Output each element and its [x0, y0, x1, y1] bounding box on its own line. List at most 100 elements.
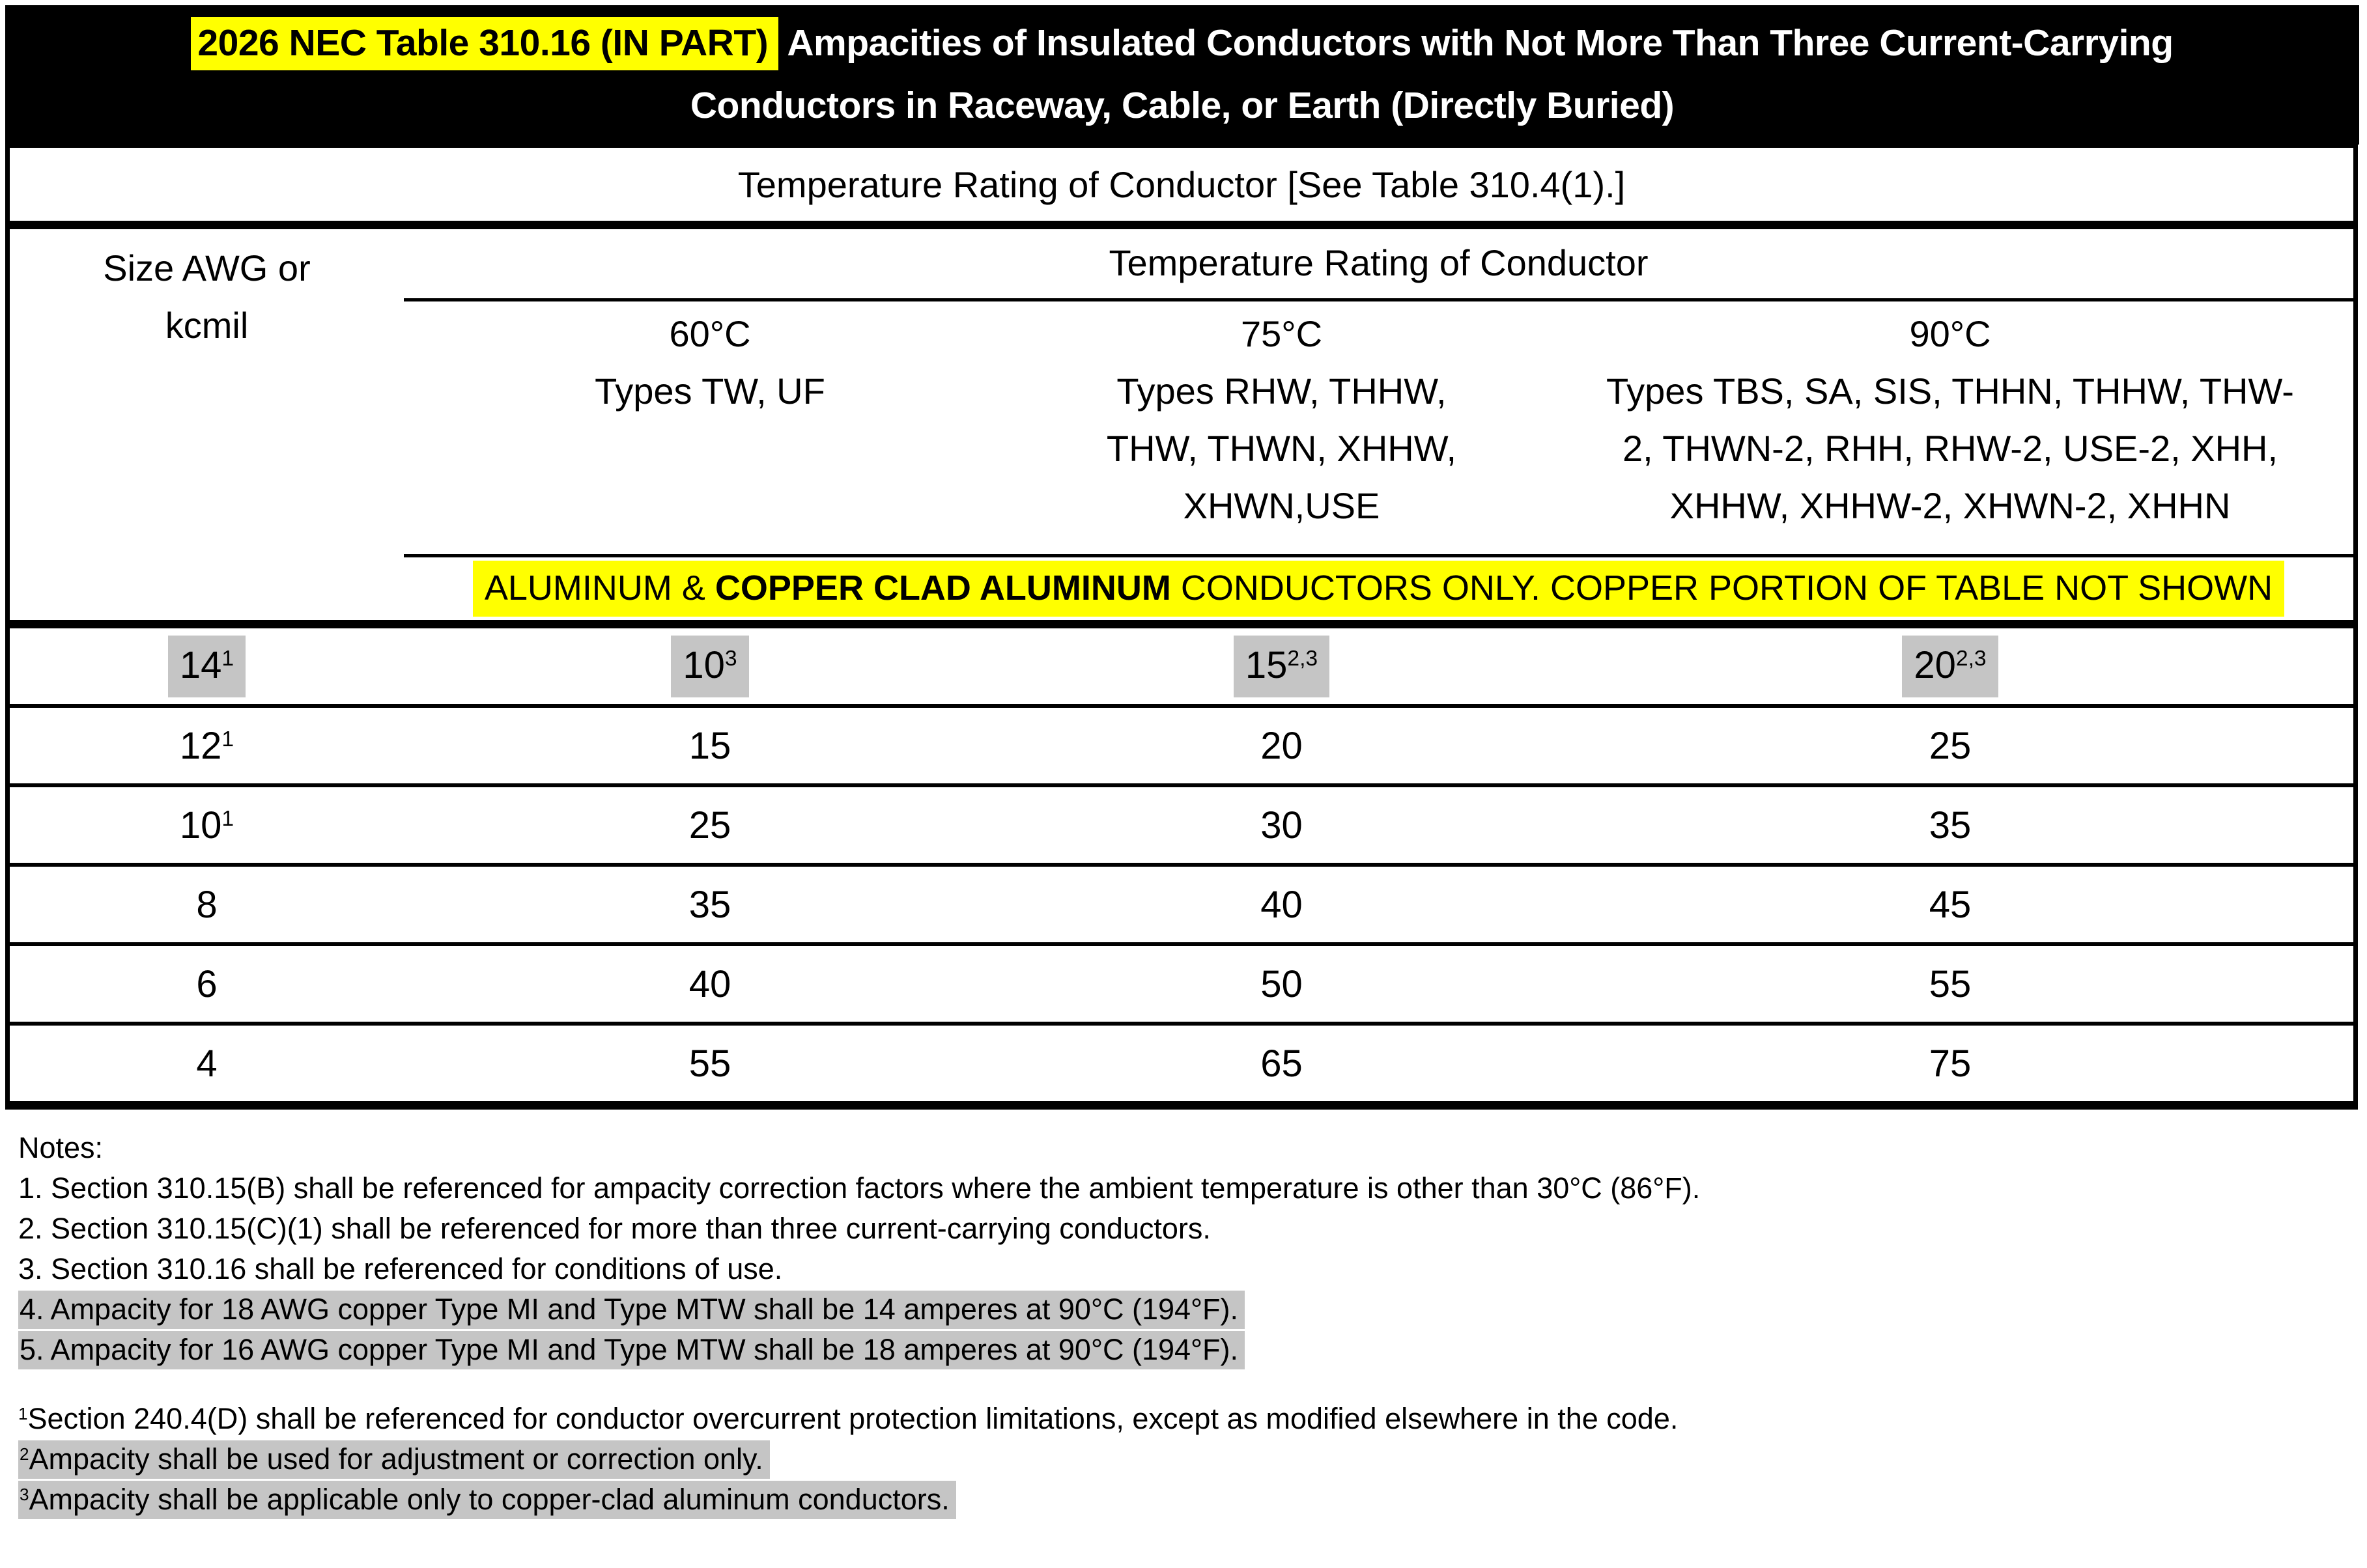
cell-value: 50 — [1260, 962, 1303, 1005]
cell-60c: 55 — [404, 1042, 1016, 1085]
cell-value: 10 — [179, 804, 222, 847]
cell-value: 45 — [1929, 883, 1972, 926]
cell-size: 6 — [10, 962, 404, 1006]
table-row-8: 8 35 40 45 — [10, 867, 2353, 946]
cell-superscript: 3 — [724, 647, 737, 671]
cell-75c: 40 — [1016, 883, 1547, 927]
ampacity-table: Temperature Rating of Conductor [See Tab… — [5, 145, 2358, 1110]
table-header-block: Size AWG or kcmil Temperature Rating of … — [10, 229, 2353, 628]
temp-label-75c: 75°C — [1240, 313, 1323, 354]
table-row-6: 6 40 50 55 — [10, 946, 2353, 1026]
size-header-line2: kcmil — [165, 305, 249, 346]
temp-rating-banner-row: Temperature Rating of Conductor [See Tab… — [10, 148, 2353, 229]
gray-highlight: 152,3 — [1233, 635, 1330, 697]
notes-label: Notes: — [18, 1131, 104, 1164]
title-line1-rest: Ampacities of Insulated Conductors with … — [778, 22, 2174, 64]
types-60c-line1: Types TW, UF — [595, 371, 825, 412]
cell-90c: 202,3 — [1547, 635, 2353, 697]
cell-value: 10 — [683, 643, 725, 686]
footnote-text: Ampacity shall be applicable only to cop… — [29, 1483, 950, 1516]
cell-value: 75 — [1929, 1042, 1972, 1085]
gray-highlight: 4. Ampacity for 18 AWG copper Type MI an… — [18, 1291, 1245, 1329]
gray-highlight: 2Ampacity shall be used for adjustment o… — [18, 1440, 770, 1479]
cell-60c: 103 — [404, 635, 1016, 697]
cell-value: 15 — [688, 724, 731, 767]
cell-size: 4 — [10, 1042, 404, 1085]
aluminum-banner-pre: ALUMINUM & — [484, 568, 715, 608]
cell-60c: 40 — [404, 962, 1016, 1006]
gray-highlight: 103 — [671, 635, 749, 697]
cell-75c: 65 — [1016, 1042, 1547, 1085]
title-highlight: 2026 NEC Table 310.16 (IN PART) — [191, 17, 779, 70]
types-75c-line3: XHWN,USE — [1183, 485, 1380, 526]
title-line-1: 2026 NEC Table 310.16 (IN PART) Ampaciti… — [5, 12, 2359, 74]
cell-75c: 20 — [1016, 724, 1547, 768]
page: { "title": { "highlighted": "2026 NEC Ta… — [0, 5, 2367, 1568]
cell-value: 30 — [1260, 804, 1303, 847]
column-header-90c: 90°C Types TBS, SA, SIS, THHN, THHW, THW… — [1547, 305, 2353, 535]
footnote-superscript: 3 — [20, 1484, 29, 1504]
temp-rating-of-conductor-header: Temperature Rating of Conductor — [404, 229, 2353, 301]
cell-60c: 25 — [404, 804, 1016, 847]
note-item-2: 2. Section 310.15(C)(1) shall be referen… — [18, 1212, 1211, 1245]
cell-value: 20 — [1914, 643, 1956, 686]
notes-section: Notes: 1. Section 310.15(B) shall be ref… — [0, 1110, 2367, 1370]
cell-value: 20 — [1260, 724, 1303, 767]
title-line-2: Conductors in Raceway, Cable, or Earth (… — [690, 85, 1675, 126]
gray-highlight: 141 — [167, 635, 246, 697]
aluminum-conductors-banner: ALUMINUM & COPPER CLAD ALUMINUM CONDUCTO… — [404, 554, 2353, 620]
footnotes-section: 1Section 240.4(D) shall be referenced fo… — [0, 1370, 2367, 1520]
types-90c-line3: XHHW, XHHW-2, XHWN-2, XHHN — [1669, 485, 2231, 526]
types-90c-line2: 2, THWN-2, RHH, RHW-2, USE-2, XHH, — [1622, 428, 2278, 469]
cell-75c: 50 — [1016, 962, 1547, 1006]
cell-90c: 75 — [1547, 1042, 2353, 1085]
temp-label-60c: 60°C — [669, 313, 751, 354]
cell-value: 4 — [196, 1042, 218, 1085]
column-header-75c: 75°C Types RHW, THHW, THW, THWN, XHHW, X… — [1016, 305, 1547, 535]
column-headers: 60°C Types TW, UF 75°C Types RHW, THHW, … — [404, 301, 2353, 535]
temp-label-90c: 90°C — [1909, 313, 1991, 354]
note-item-1: 1. Section 310.15(B) shall be referenced… — [18, 1171, 1701, 1205]
cell-value: 35 — [688, 883, 731, 926]
cell-value: 25 — [688, 804, 731, 847]
footnote-superscript: 1 — [18, 1403, 28, 1423]
footnote-item-3: 3Ampacity shall be applicable only to co… — [18, 1479, 2367, 1520]
cell-90c: 45 — [1547, 883, 2353, 927]
gray-highlight: 5. Ampacity for 16 AWG copper Type MI an… — [18, 1331, 1245, 1369]
cell-superscript: 1 — [221, 807, 234, 831]
gray-highlight: 3Ampacity shall be applicable only to co… — [18, 1481, 956, 1519]
cell-size: 141 — [10, 635, 404, 697]
footnote-superscript: 2 — [20, 1444, 29, 1464]
cell-size: 8 — [10, 883, 404, 927]
note-item-5: 5. Ampacity for 16 AWG copper Type MI an… — [18, 1330, 2367, 1370]
aluminum-banner-highlight: ALUMINUM & COPPER CLAD ALUMINUM CONDUCTO… — [472, 561, 2285, 617]
cell-value: 12 — [179, 724, 222, 767]
gray-highlight: 202,3 — [1902, 635, 1998, 697]
cell-value: 35 — [1929, 804, 1972, 847]
cell-90c: 35 — [1547, 804, 2353, 847]
nec-table-title-band: 2026 NEC Table 310.16 (IN PART) Ampaciti… — [5, 5, 2359, 145]
aluminum-banner-bold: COPPER CLAD ALUMINUM — [715, 568, 1171, 608]
footnote-text: Ampacity shall be used for adjustment or… — [29, 1442, 763, 1476]
cell-60c: 15 — [404, 724, 1016, 768]
table-row-14: 141 103 152,3 202,3 — [10, 628, 2353, 708]
cell-superscript: 2,3 — [1287, 647, 1318, 671]
temp-columns-region: Temperature Rating of Conductor 60°C Typ… — [404, 229, 2353, 620]
cell-value: 15 — [1245, 643, 1288, 686]
cell-value: 65 — [1260, 1042, 1303, 1085]
cell-superscript: 1 — [221, 727, 234, 751]
cell-value: 40 — [688, 962, 731, 1005]
types-90c-line1: Types TBS, SA, SIS, THHN, THHW, THW- — [1606, 371, 2294, 412]
cell-size: 101 — [10, 804, 404, 847]
cell-size: 121 — [10, 724, 404, 768]
table-row-4: 4 55 65 75 — [10, 1026, 2353, 1110]
aluminum-banner-post: CONDUCTORS ONLY. COPPER PORTION OF TABLE… — [1170, 568, 2273, 608]
note-item-3: 3. Section 310.16 shall be referenced fo… — [18, 1252, 783, 1285]
column-header-60c: 60°C Types TW, UF — [404, 305, 1016, 535]
cell-90c: 25 — [1547, 724, 2353, 768]
cell-value: 40 — [1260, 883, 1303, 926]
table-row-10: 101 25 30 35 — [10, 787, 2353, 867]
types-75c-line2: THW, THWN, XHHW, — [1106, 428, 1457, 469]
cell-value: 55 — [688, 1042, 731, 1085]
size-column-header: Size AWG or kcmil — [10, 229, 404, 354]
